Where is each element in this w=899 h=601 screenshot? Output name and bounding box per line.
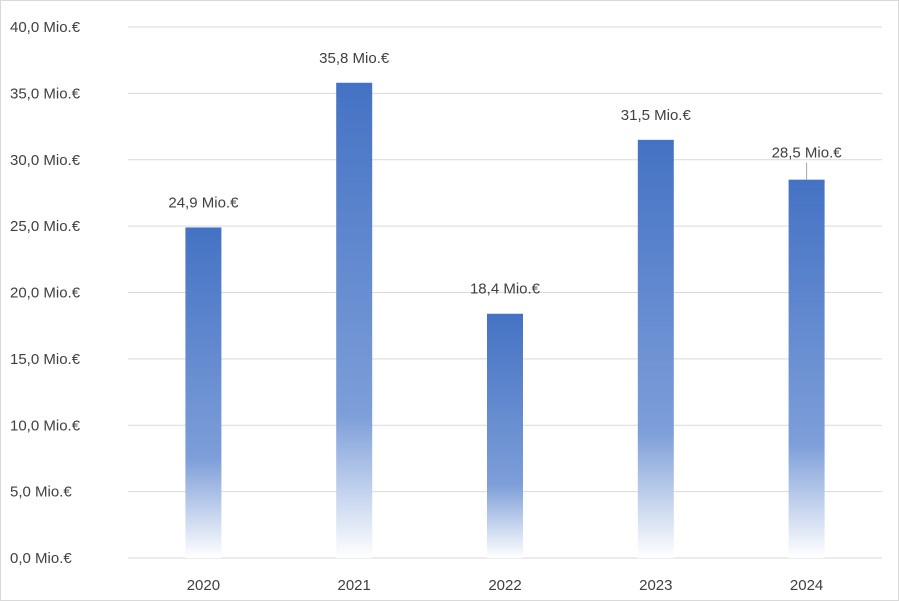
y-tick-label: 20,0 Mio.€ <box>10 285 81 302</box>
y-axis-ticks: 0,0 Mio.€ 5,0 Mio.€ 10,0 Mio.€ 15,0 Mio.€ 20… <box>10 19 81 567</box>
y-tick-label: 25,0 Mio.€ <box>10 218 81 235</box>
x-tick-label: 2022 <box>488 577 521 594</box>
data-label: 31,5 Mio.€ <box>621 107 692 124</box>
y-tick-label: 5,0 Mio.€ <box>10 484 72 501</box>
data-label: 28,5 Mio.€ <box>772 145 843 162</box>
bar-2022 <box>487 313 523 558</box>
y-tick-label: 0,0 Mio.€ <box>10 550 72 567</box>
bar-2021 <box>336 82 373 558</box>
x-tick-label: 2020 <box>187 577 220 594</box>
x-axis-ticks: 2020 2021 2022 2023 2024 <box>187 577 824 594</box>
data-label: 18,4 Mio.€ <box>470 281 541 298</box>
x-tick-label: 2024 <box>790 577 823 594</box>
data-label: 35,8 Mio.€ <box>319 50 390 67</box>
data-labels: 24,9 Mio.€ 35,8 Mio.€ 18,4 Mio.€ 31,5 Mio.€… <box>168 50 842 298</box>
y-tick-label: 10,0 Mio.€ <box>10 417 81 434</box>
bar-2023 <box>637 139 674 558</box>
gridlines <box>128 26 882 559</box>
data-label: 24,9 Mio.€ <box>168 194 239 211</box>
x-tick-label: 2021 <box>338 577 371 594</box>
y-tick-label: 40,0 Mio.€ <box>10 19 81 36</box>
y-tick-label: 30,0 Mio.€ <box>10 152 81 169</box>
y-tick-label: 35,0 Mio.€ <box>10 85 81 102</box>
bars <box>185 82 825 558</box>
y-tick-label: 15,0 Mio.€ <box>10 351 81 368</box>
bar-2020 <box>185 227 222 558</box>
bar-2024 <box>788 179 825 558</box>
x-tick-label: 2023 <box>639 577 672 594</box>
